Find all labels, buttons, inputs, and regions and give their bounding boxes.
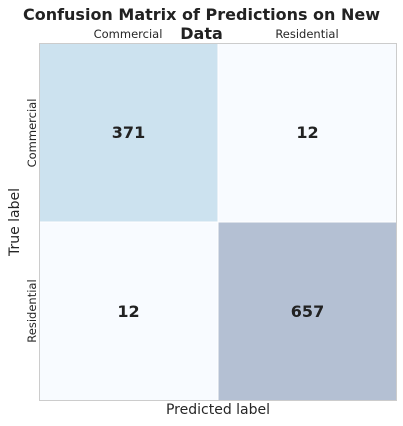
heatmap-cell-residential-residential bbox=[217, 221, 397, 401]
plot-border bbox=[39, 43, 397, 401]
y-tick-label-residential: Residential bbox=[25, 279, 39, 343]
cell-value-residential-commercial: 12 bbox=[117, 302, 139, 321]
cell-value-commercial-residential: 12 bbox=[296, 123, 318, 142]
confusion-matrix-plot: 371 12 12 657 bbox=[39, 43, 397, 401]
y-tick-label-commercial: Commercial bbox=[25, 98, 39, 168]
cell-value-residential-residential: 657 bbox=[291, 302, 324, 321]
chart-title: Confusion Matrix of Predictions on New D… bbox=[22, 5, 381, 43]
x-tick-label-commercial: Commercial bbox=[93, 27, 163, 41]
y-axis-label: True label bbox=[7, 187, 23, 257]
x-tick-label-residential: Residential bbox=[275, 27, 339, 41]
cell-value-commercial-commercial: 371 bbox=[112, 123, 145, 142]
x-axis-label: Predicted label bbox=[165, 402, 271, 418]
heatmap-cell-commercial-residential bbox=[217, 43, 397, 223]
heatmap-cell-commercial-commercial bbox=[39, 43, 219, 223]
